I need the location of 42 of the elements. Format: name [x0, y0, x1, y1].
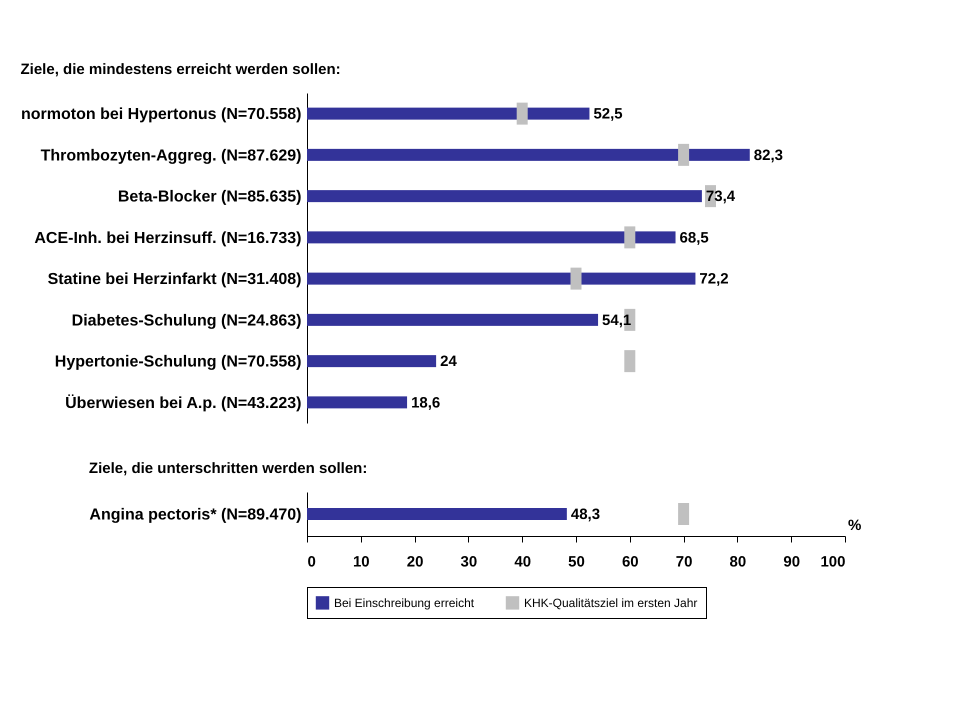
- data-label: 48,3: [570, 506, 600, 523]
- data-label: 82,3: [754, 146, 783, 164]
- x-tick-label: 60: [622, 554, 639, 570]
- legend-label: KHK-Qualitätsziel im ersten Jahr: [524, 596, 698, 610]
- x-tick-label: 80: [730, 554, 746, 570]
- bar: [307, 231, 676, 244]
- data-label: 52,5: [593, 106, 623, 123]
- data-label: 18,6: [411, 394, 440, 412]
- x-tick-label: 100: [820, 554, 846, 570]
- x-tick-label: 30: [460, 554, 478, 570]
- x-tick-label: 0: [308, 554, 316, 570]
- bar: [307, 272, 696, 285]
- y-tick-label: Angina pectoris* (N=89.470): [89, 506, 302, 524]
- y-tick-label: Beta-Blocker (N=85.635): [118, 188, 302, 206]
- x-tick-label: 70: [676, 554, 692, 570]
- text: Ziele, die mindestens erreicht werden sollen:: [20, 61, 341, 78]
- x-tick-label: 90: [783, 554, 800, 570]
- x-tick-label: 20: [406, 554, 424, 570]
- bar: [307, 148, 750, 161]
- data-label: 68,5: [680, 229, 709, 246]
- data-label: 72,2: [699, 270, 729, 288]
- x-tick-label: 40: [514, 554, 532, 570]
- bar: [307, 314, 598, 326]
- y-tick-label: normoton bei Hypertonus (N=70.558): [21, 106, 302, 124]
- bar: [307, 108, 590, 120]
- chart-title: Ziele, die unterschritten werden sollen:: [88, 460, 368, 477]
- y-tick-label: Überwiesen bei A.p. (N=43.223): [65, 394, 302, 412]
- x-tick-label: 10: [352, 554, 370, 570]
- bar: [307, 396, 408, 408]
- x-axis-title: %: [848, 517, 862, 534]
- y-tick-label: Statine bei Herzinfarkt (N=31.408): [48, 271, 302, 288]
- y-tick-label: Thrombozyten-Aggreg. (N=87.629): [40, 147, 302, 164]
- y-tick-label: ACE-Inh. bei Herzinsuff. (N=16.733): [34, 230, 302, 247]
- data-label: 73,4: [706, 188, 736, 206]
- x-tick-label: 50: [568, 554, 585, 570]
- legend-label: Bei Einschreibung erreicht: [334, 596, 475, 610]
- data-label: 24: [440, 353, 458, 370]
- y-tick-label: Diabetes-Schulung (N=24.863): [72, 312, 302, 330]
- bar: [307, 190, 702, 202]
- data-label: 54,1: [602, 312, 632, 329]
- bar: [307, 355, 436, 368]
- y-tick-label: Hypertonie-Schulung (N=70.558): [54, 354, 302, 371]
